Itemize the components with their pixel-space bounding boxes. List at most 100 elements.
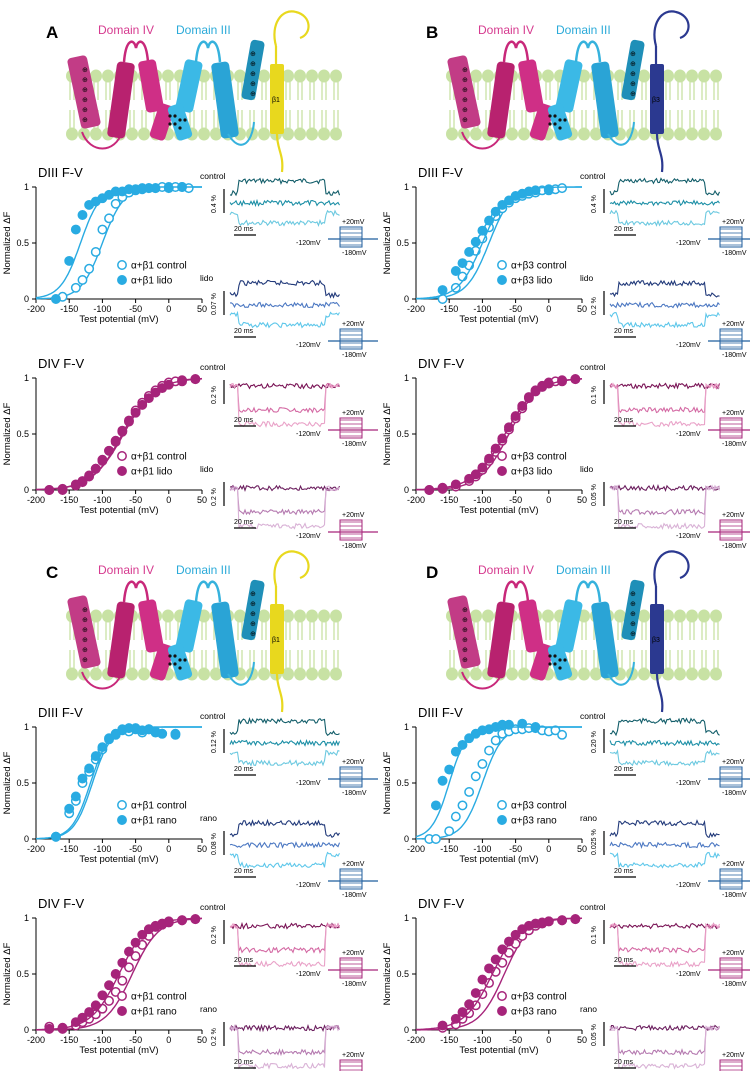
domain-iv-helix	[149, 643, 175, 681]
domain-iii-label: Domain III	[556, 563, 611, 577]
data-point	[570, 374, 581, 385]
y-tick-label: 0	[404, 485, 409, 495]
lipid-head	[234, 69, 246, 83]
drug-atom	[168, 122, 172, 126]
domain-iii-helix	[175, 59, 203, 113]
x-tick-label: -200	[27, 495, 45, 505]
beta-helix	[270, 604, 284, 674]
x-tick-label: -150	[440, 495, 458, 505]
beta-extracellular-domain	[273, 550, 310, 587]
lipid-head	[686, 127, 698, 141]
data-point	[77, 275, 88, 285]
time-scale-label: 20 ms	[614, 766, 634, 773]
charge-mark: ⊕	[462, 647, 468, 654]
trace-group-B-div-1: lido 0.05 % 20 ms -120mV +20mV -180mV	[580, 464, 750, 550]
x-tick-label: -150	[440, 1035, 458, 1045]
time-scale-label: 20 ms	[614, 417, 634, 424]
domain-iv-label: Domain IV	[98, 23, 154, 37]
data-point	[457, 739, 468, 750]
data-point	[464, 473, 475, 484]
data-point	[444, 764, 455, 775]
voltage-protocol-box	[719, 519, 743, 541]
trace-group-A-diii-0: control 0.4 % 20 ms -120mV +20mV -180mV	[200, 171, 378, 257]
lipid-head	[698, 69, 710, 83]
beta-extracellular-domain	[273, 10, 310, 47]
x-tick-label: 50	[197, 304, 207, 314]
charge-mark: ⊕	[250, 71, 256, 78]
amplitude-scale-label: 0.08 %	[211, 833, 218, 855]
legend-marker	[497, 451, 507, 461]
holding-potential-label: -120mV	[676, 342, 701, 349]
schematic-panel-A: Domain IV Domain III ⊕ ⊕ ⊕ ⊕ ⊕ ⊕ ⊕ ⊕ ⊕ ⊕ ⊕ β1 A	[46, 10, 342, 173]
data-point	[530, 185, 541, 196]
fv-plot-D-div: DIV F-V 0 0.5 1 -200 -150 -100 -50 0 50 Test poten…	[382, 896, 587, 1056]
beta-label: β3	[652, 637, 660, 644]
step-high-label: +20mV	[342, 759, 365, 766]
holding-potential-label: -120mV	[296, 431, 321, 438]
lipid-head	[542, 609, 554, 623]
data-point	[117, 426, 128, 437]
y-axis-label: Normalized ΔF	[2, 942, 13, 1005]
drug-atom	[173, 122, 177, 126]
domain-iii-label: Domain III	[176, 563, 231, 577]
step-high-label: +20mV	[722, 321, 745, 328]
step-high-label: +20mV	[722, 219, 745, 226]
fluorescence-trace	[229, 749, 340, 767]
data-point	[90, 247, 101, 257]
holding-potential-label: -120mV	[676, 882, 701, 889]
data-point	[543, 916, 554, 927]
step-high-label: +20mV	[722, 410, 745, 417]
y-tick-label: 0	[24, 294, 29, 304]
y-tick-label: 1	[24, 722, 29, 732]
legend-label: α+β1 rano	[131, 1007, 177, 1018]
x-axis-label: Test potential (mV)	[79, 314, 158, 325]
domain-iii-helix	[591, 61, 619, 139]
loop	[607, 661, 635, 686]
drug-atom	[168, 114, 172, 118]
data-point	[90, 1000, 101, 1011]
lipid-head	[638, 667, 650, 681]
x-tick-label: -50	[509, 304, 522, 314]
voltage-protocol-box	[719, 868, 743, 890]
x-tick-label: -150	[60, 1035, 78, 1045]
drug-atom	[178, 118, 182, 122]
beta-label: β3	[652, 97, 660, 104]
panel-label: D	[426, 563, 438, 582]
time-scale-label: 20 ms	[614, 328, 634, 335]
data-point	[97, 742, 108, 753]
drug-atom	[558, 126, 562, 130]
fluorescence-trace	[229, 921, 340, 930]
lipid-head	[90, 69, 102, 83]
lipid-head	[506, 667, 518, 681]
drug-atom	[168, 654, 172, 658]
data-point	[437, 1020, 448, 1031]
schematic-panel-B: Domain IV Domain III ⊕ ⊕ ⊕ ⊕ ⊕ ⊕ ⊕ ⊕ ⊕ ⊕ ⊕ β3 B	[426, 10, 722, 173]
domain-iv-label: Domain IV	[98, 563, 154, 577]
drug-atom	[178, 126, 182, 130]
lipid-head	[90, 609, 102, 623]
data-point	[110, 198, 121, 209]
lipid-head	[318, 609, 330, 623]
lipid-head	[674, 69, 686, 83]
x-tick-label: 50	[577, 304, 587, 314]
data-point	[124, 962, 134, 973]
domain-iv-s4-helix	[447, 55, 481, 129]
data-point	[464, 999, 475, 1010]
data-point	[477, 759, 488, 769]
domain-iv-s4-helix	[67, 595, 101, 669]
x-tick-label: -200	[407, 844, 425, 854]
fv-plot-C-diii: DIII F-V 0 0.5 1 -200 -150 -100 -50 0 50 Test pote…	[2, 705, 207, 865]
fluorescence-trace	[229, 279, 340, 299]
legend-marker	[117, 991, 127, 1001]
domain-iv-pore-loop	[122, 580, 150, 603]
lipid-head	[258, 609, 270, 623]
data-point	[497, 944, 508, 955]
beta-extracellular-domain	[653, 10, 690, 47]
holding-potential-label: -120mV	[296, 240, 321, 247]
lipid-head	[306, 667, 318, 681]
legend-label: α+β3 lido	[511, 467, 553, 478]
beta-helix	[650, 604, 664, 674]
x-tick-label: 0	[546, 495, 551, 505]
voltage-protocol-box	[339, 417, 363, 439]
charge-mark: ⊕	[462, 67, 468, 74]
